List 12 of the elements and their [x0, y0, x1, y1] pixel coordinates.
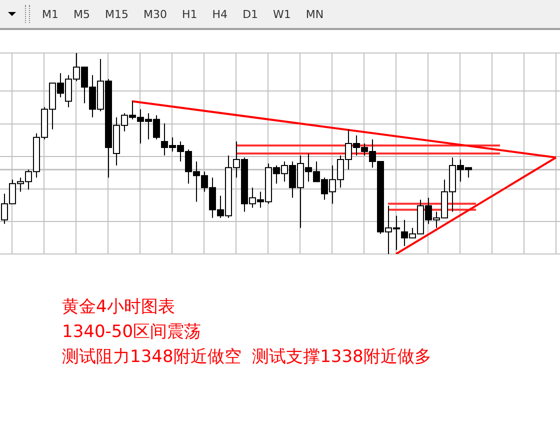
text: M15: [104, 6, 130, 22]
text: M30: [142, 6, 168, 22]
text: MN: [304, 6, 325, 22]
text: H4: [211, 6, 229, 22]
text: 1340-50区间震荡: [62, 321, 202, 344]
text: M1: [41, 6, 60, 22]
text: 测试阻力1348附近做空 测试支撑1338附近做多: [62, 346, 432, 369]
text: M5: [72, 6, 91, 22]
text: W1: [272, 6, 292, 22]
text: 黄金4小时图表: [62, 296, 176, 319]
text: H1: [181, 6, 198, 22]
text: D1: [242, 6, 260, 22]
